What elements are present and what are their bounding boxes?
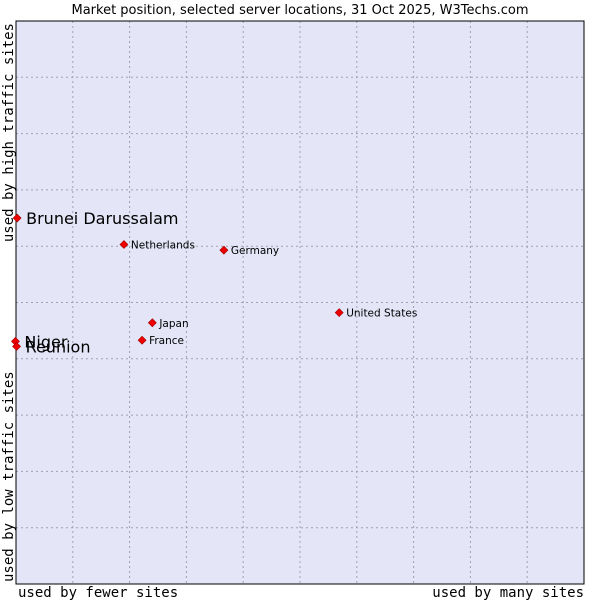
y-axis-label-bottom: used by low traffic sites	[1, 371, 17, 582]
x-axis-label-left: used by fewer sites	[18, 585, 178, 600]
point-marker-germany	[219, 245, 229, 255]
data-points: Brunei Darussalam Netherlands Germany Unite…	[11, 209, 417, 356]
point-label-germany: Germany	[231, 245, 279, 257]
point-label-brunei-darussalam: Brunei Darussalam	[26, 209, 178, 228]
point-label-niger: Niger	[24, 332, 67, 351]
point-marker-brunei-darussalam	[12, 213, 22, 223]
point-label-japan: Japan	[158, 318, 188, 330]
point-marker-japan	[147, 318, 157, 328]
point-marker-netherlands	[119, 240, 129, 249]
x-axis-label-right: used by many sites	[432, 585, 584, 600]
grid-lines	[16, 21, 584, 584]
point-label-netherlands: Netherlands	[131, 240, 195, 252]
point-label-reunion: Reunion	[26, 337, 91, 356]
point-label-france: France	[149, 335, 184, 347]
plot-border	[15, 20, 585, 585]
point-label-united-states: United States	[346, 308, 417, 320]
point-marker-reunion	[12, 341, 21, 351]
point-marker-france	[137, 335, 147, 345]
y-axis-label-top: used by high traffic sites	[1, 23, 17, 242]
point-marker-united-states	[334, 308, 344, 318]
chart-title: Market position, selected server locatio…	[71, 3, 528, 18]
